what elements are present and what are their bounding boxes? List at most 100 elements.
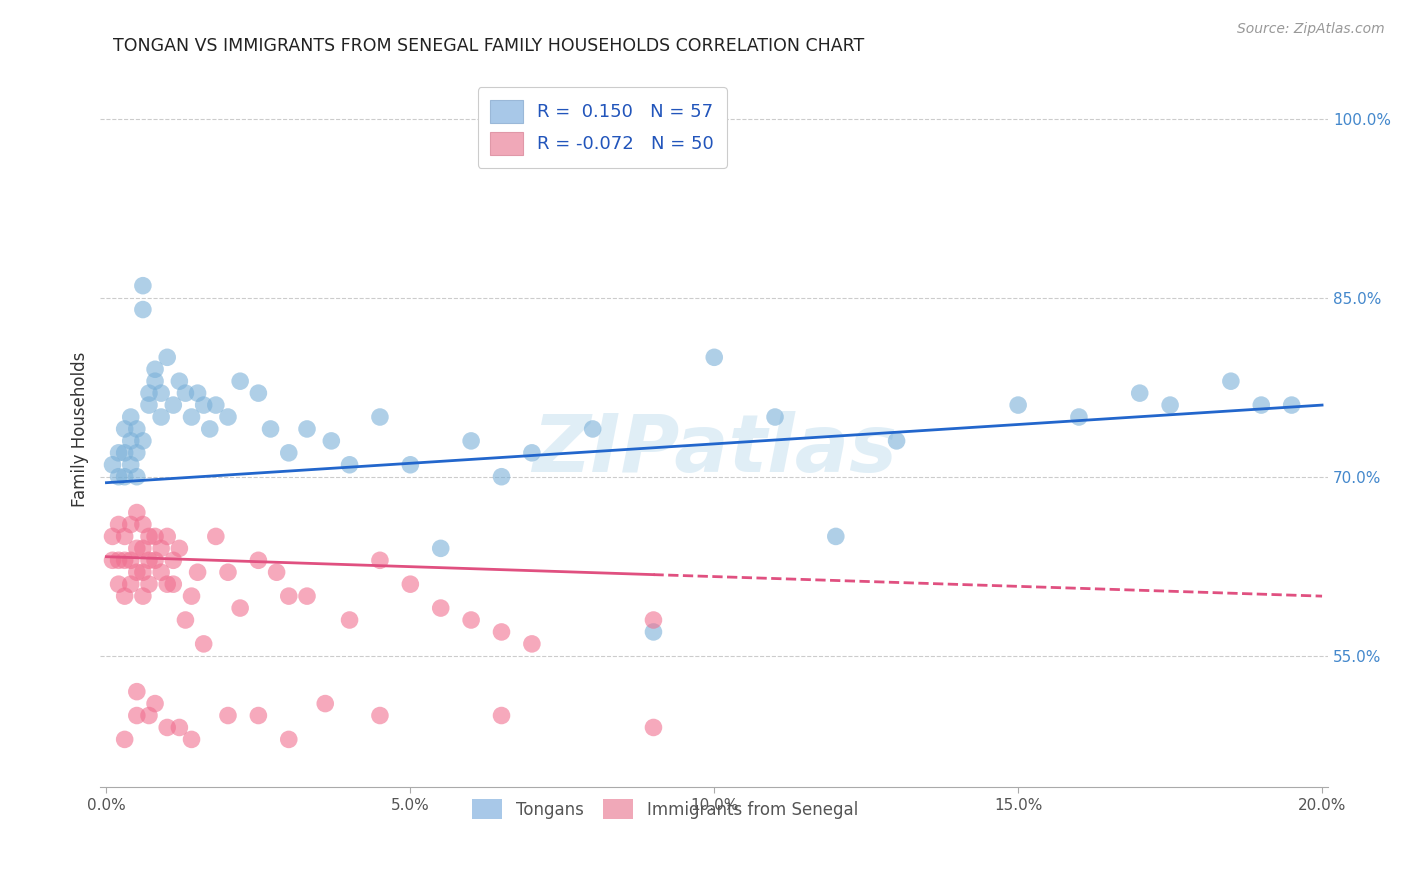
Point — [643, 613, 665, 627]
Point — [162, 577, 184, 591]
Point — [150, 386, 173, 401]
Point — [314, 697, 336, 711]
Text: ZIPatlas: ZIPatlas — [531, 411, 897, 490]
Point — [180, 732, 202, 747]
Point — [156, 577, 179, 591]
Point — [150, 410, 173, 425]
Point — [132, 278, 155, 293]
Point — [101, 553, 124, 567]
Point — [125, 541, 148, 556]
Point — [339, 613, 361, 627]
Point — [101, 529, 124, 543]
Point — [491, 469, 513, 483]
Point — [125, 566, 148, 580]
Point — [295, 422, 318, 436]
Point — [763, 410, 786, 425]
Point — [107, 577, 129, 591]
Point — [150, 541, 173, 556]
Legend: Tongans, Immigrants from Senegal: Tongans, Immigrants from Senegal — [465, 793, 865, 825]
Text: TONGAN VS IMMIGRANTS FROM SENEGAL FAMILY HOUSEHOLDS CORRELATION CHART: TONGAN VS IMMIGRANTS FROM SENEGAL FAMILY… — [112, 37, 863, 55]
Point — [143, 697, 166, 711]
Point — [1159, 398, 1181, 412]
Point — [321, 434, 343, 448]
Point — [399, 458, 422, 472]
Point — [114, 589, 136, 603]
Point — [460, 434, 482, 448]
Point — [187, 386, 209, 401]
Point — [1281, 398, 1303, 412]
Point — [107, 517, 129, 532]
Point — [368, 410, 391, 425]
Point — [125, 469, 148, 483]
Point — [143, 553, 166, 567]
Point — [138, 708, 160, 723]
Point — [120, 553, 142, 567]
Point — [339, 458, 361, 472]
Point — [138, 577, 160, 591]
Point — [520, 637, 543, 651]
Point — [120, 517, 142, 532]
Point — [132, 302, 155, 317]
Point — [217, 410, 239, 425]
Point — [643, 721, 665, 735]
Point — [114, 732, 136, 747]
Point — [156, 721, 179, 735]
Point — [1219, 374, 1241, 388]
Point — [132, 541, 155, 556]
Point — [886, 434, 908, 448]
Point — [198, 422, 221, 436]
Point — [114, 469, 136, 483]
Point — [205, 398, 228, 412]
Point — [180, 589, 202, 603]
Point — [1067, 410, 1090, 425]
Point — [520, 446, 543, 460]
Point — [132, 589, 155, 603]
Point — [114, 553, 136, 567]
Point — [120, 577, 142, 591]
Point — [491, 624, 513, 639]
Point — [169, 721, 191, 735]
Point — [193, 637, 215, 651]
Point — [120, 458, 142, 472]
Point — [174, 386, 197, 401]
Point — [143, 362, 166, 376]
Point — [169, 541, 191, 556]
Point — [266, 566, 288, 580]
Point — [429, 541, 451, 556]
Point — [132, 566, 155, 580]
Point — [156, 529, 179, 543]
Point — [491, 708, 513, 723]
Point — [180, 410, 202, 425]
Point — [143, 374, 166, 388]
Point — [125, 684, 148, 698]
Point — [643, 624, 665, 639]
Point — [101, 458, 124, 472]
Point — [150, 566, 173, 580]
Point — [277, 732, 299, 747]
Point — [277, 446, 299, 460]
Point — [107, 469, 129, 483]
Text: Source: ZipAtlas.com: Source: ZipAtlas.com — [1237, 22, 1385, 37]
Point — [247, 708, 270, 723]
Point — [114, 422, 136, 436]
Point — [1250, 398, 1272, 412]
Point — [247, 553, 270, 567]
Point — [125, 708, 148, 723]
Point — [460, 613, 482, 627]
Point — [824, 529, 846, 543]
Y-axis label: Family Households: Family Households — [72, 351, 89, 507]
Point — [138, 529, 160, 543]
Point — [120, 410, 142, 425]
Point — [217, 708, 239, 723]
Point — [229, 601, 252, 615]
Point — [156, 351, 179, 365]
Point — [138, 386, 160, 401]
Point — [125, 446, 148, 460]
Point — [429, 601, 451, 615]
Point — [368, 553, 391, 567]
Point — [582, 422, 605, 436]
Point — [205, 529, 228, 543]
Point — [132, 517, 155, 532]
Point — [1007, 398, 1029, 412]
Point — [107, 446, 129, 460]
